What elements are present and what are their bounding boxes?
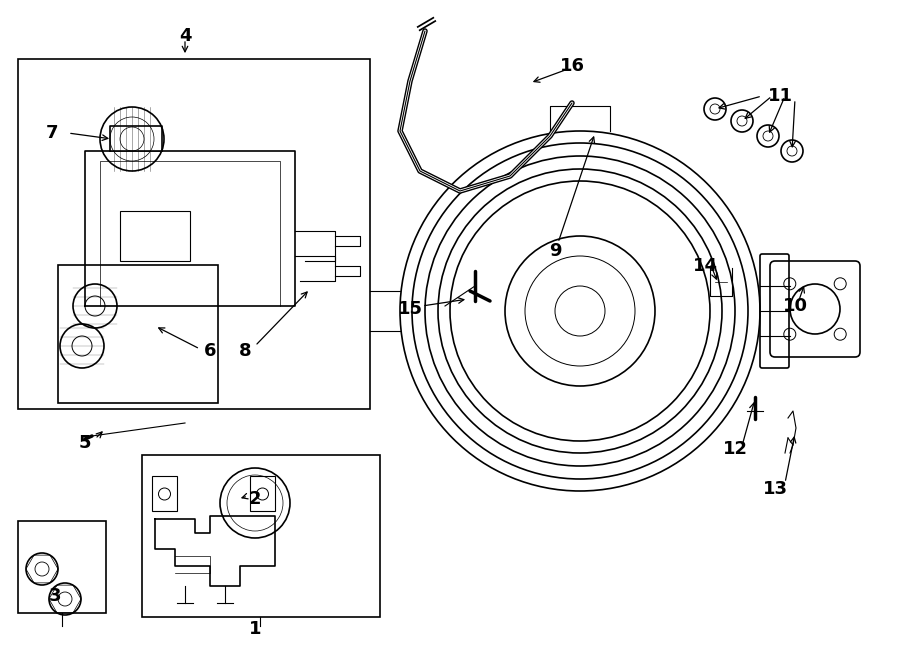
Text: 13: 13: [762, 480, 788, 498]
Text: 5: 5: [79, 434, 91, 452]
Text: 3: 3: [49, 587, 61, 605]
Text: 14: 14: [692, 257, 717, 275]
Bar: [18, 521, 106, 613]
Text: 7: 7: [46, 124, 58, 142]
Bar: [142, 455, 380, 617]
Bar: [120, 211, 190, 261]
Text: 10: 10: [782, 297, 807, 315]
Text: 12: 12: [723, 440, 748, 458]
Bar: [250, 476, 275, 511]
Text: 11: 11: [768, 87, 793, 105]
Text: 6: 6: [203, 342, 216, 360]
Text: 2: 2: [248, 490, 261, 508]
Text: 15: 15: [398, 300, 422, 318]
Text: 9: 9: [549, 242, 562, 260]
Text: 1: 1: [248, 620, 261, 638]
Text: 8: 8: [238, 342, 251, 360]
Bar: [18, 59, 370, 409]
Text: 16: 16: [560, 57, 584, 75]
Bar: [58, 265, 218, 403]
Text: 4: 4: [179, 27, 191, 45]
Bar: [152, 476, 177, 511]
